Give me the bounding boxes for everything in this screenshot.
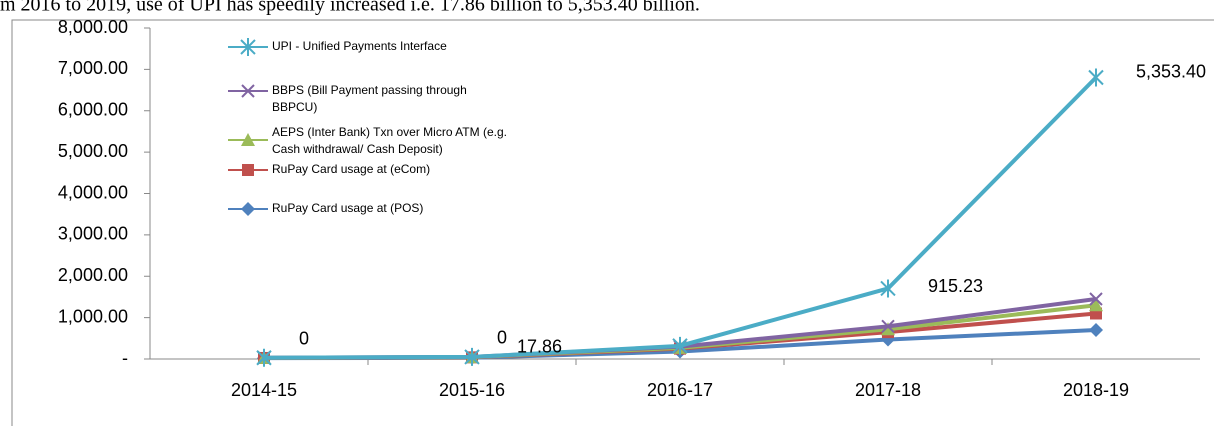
marker	[672, 336, 688, 355]
y-tick-label: 1,000.00	[58, 306, 128, 326]
marker	[241, 84, 255, 98]
y-tick-label: -	[122, 348, 128, 368]
data-label: 0	[299, 329, 309, 349]
legend-item: UPI - Unified Payments Interface	[272, 39, 447, 53]
legend-label: BBPS (Bill Payment passing through BBPCU…	[272, 83, 467, 114]
marker	[242, 164, 254, 176]
marker	[241, 133, 255, 146]
x-tick-label: 2016-17	[647, 380, 713, 400]
legend-label: RuPay Card usage at (POS)	[272, 201, 424, 215]
marker	[464, 347, 480, 366]
legend-item: AEPS (Inter Bank) Txn over Micro ATM (e.…	[272, 125, 507, 156]
x-tick-label: 2014-15	[231, 380, 297, 400]
legend-item: BBPS (Bill Payment passing through BBPCU…	[272, 83, 467, 114]
x-tick-label: 2015-16	[439, 380, 505, 400]
marker	[241, 202, 255, 216]
legend-label: AEPS (Inter Bank) Txn over Micro ATM (e.…	[272, 125, 507, 156]
legend-label: UPI - Unified Payments Interface	[272, 39, 447, 53]
data-label: 915.23	[928, 276, 983, 296]
x-tick-label: 2018-19	[1063, 380, 1129, 400]
y-tick-label: 5,000.00	[58, 141, 128, 161]
marker	[881, 319, 895, 334]
y-tick-label: 8,000.00	[58, 17, 128, 37]
marker	[1089, 292, 1103, 306]
x-tick-label: 2017-18	[855, 380, 921, 400]
data-label: 17.86	[517, 337, 562, 357]
marker	[880, 279, 896, 298]
marker	[240, 38, 256, 56]
caption: m 2016 to 2019, use of UPI has speedily …	[0, 0, 700, 16]
y-tick-label: 3,000.00	[58, 224, 128, 244]
marker	[1089, 323, 1103, 338]
legend-item: RuPay Card usage at (POS)	[272, 201, 424, 215]
y-tick-label: 7,000.00	[58, 58, 128, 78]
chart-frame	[11, 19, 1214, 431]
y-tick-label: 2,000.00	[58, 265, 128, 285]
data-label: 5,353.40	[1136, 61, 1206, 81]
y-tick-label: 6,000.00	[58, 100, 128, 120]
y-tick-label: 4,000.00	[58, 182, 128, 202]
legend-item: RuPay Card usage at (eCom)	[272, 162, 431, 176]
marker	[1088, 68, 1104, 87]
marker	[1089, 298, 1103, 312]
marker	[256, 348, 272, 367]
legend-label: RuPay Card usage at (eCom)	[272, 162, 431, 176]
data-label: 0	[497, 328, 507, 348]
marker	[881, 322, 895, 336]
